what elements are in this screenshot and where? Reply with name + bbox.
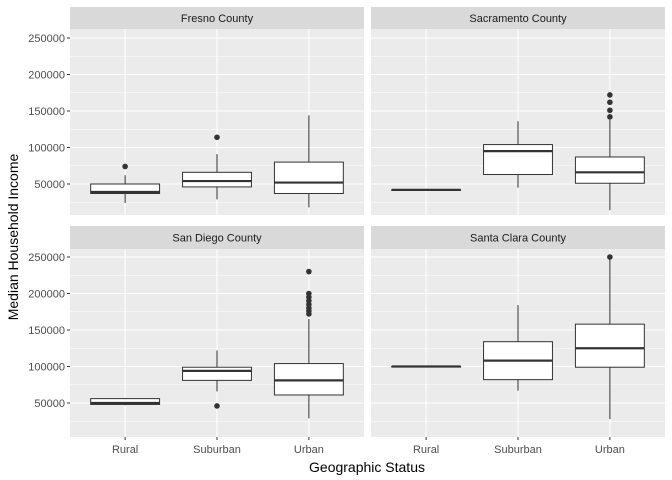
outlier-point (306, 268, 312, 275)
box-rural (90, 163, 161, 203)
facet-strip (371, 226, 665, 249)
y-tick-label: 100000 (28, 143, 65, 155)
outlier-point (607, 254, 613, 260)
panel-san-diego-county: San Diego County 50000 100000 150000 200000 2… (28, 226, 364, 456)
facet-strip-label: Fresno County (181, 13, 254, 25)
panel-santa-clara-county: Santa Clara County Rural Suburban Urban (371, 226, 665, 456)
x-tick-label: Rural (112, 444, 138, 456)
y-tick-label: 50000 (34, 398, 65, 410)
outlier-point (306, 290, 312, 297)
x-axis-title: Geographic Status (309, 459, 425, 475)
iqr-box (483, 144, 553, 176)
iqr-box (574, 323, 645, 368)
y-tick-label: 150000 (28, 325, 65, 337)
x-tick-label: Suburban (193, 444, 241, 456)
facet-strip (70, 7, 364, 29)
y-axis-title: Median Household Income (5, 154, 21, 321)
facet-strip-label: Sacramento County (469, 13, 567, 25)
box-urban (273, 268, 344, 419)
box-urban (273, 115, 344, 208)
facet-strip-label: San Diego County (172, 233, 262, 245)
outlier-point (214, 403, 220, 409)
box-urban (574, 92, 645, 211)
y-tick-label: 200000 (28, 70, 65, 82)
facet-strip (70, 226, 364, 249)
y-tick-label: 250000 (28, 252, 65, 264)
y-tick-label: 50000 (34, 179, 65, 191)
iqr-box (182, 171, 252, 188)
iqr-box (90, 183, 161, 194)
box-rural (391, 188, 462, 191)
outlier-point (607, 107, 613, 114)
y-tick-label: 100000 (28, 362, 65, 374)
box-suburban (483, 121, 553, 188)
panel-fresno-county: Fresno County 50000 100000 150000 200000 2500… (28, 7, 364, 215)
x-tick-label: Urban (595, 444, 625, 456)
outlier-point (607, 92, 613, 98)
iqr-box (574, 156, 645, 184)
box-suburban (182, 134, 252, 200)
x-tick-label: Suburban (494, 444, 542, 456)
y-tick-label: 250000 (28, 33, 65, 45)
iqr-box (273, 161, 344, 194)
outlier-point (607, 99, 613, 106)
box-rural (90, 397, 161, 406)
iqr-box (90, 398, 161, 405)
y-tick-label: 150000 (28, 106, 65, 118)
panel-sacramento-county: Sacramento County (371, 7, 665, 215)
facet-strip-label: Santa Clara County (470, 233, 566, 245)
x-tick-label: Rural (413, 444, 439, 456)
outlier-point (214, 134, 220, 141)
box-urban (574, 254, 645, 420)
box-rural (391, 365, 462, 368)
box-suburban (182, 350, 252, 409)
y-tick-label: 200000 (28, 289, 65, 301)
panels-layer: Fresno County 50000 100000 150000 200000 2500… (28, 7, 665, 456)
facet-strip (371, 7, 665, 29)
box-suburban (483, 305, 553, 391)
outlier-point (122, 163, 128, 170)
outlier-point (607, 114, 613, 120)
x-tick-label: Urban (294, 444, 324, 456)
iqr-box (182, 366, 252, 381)
